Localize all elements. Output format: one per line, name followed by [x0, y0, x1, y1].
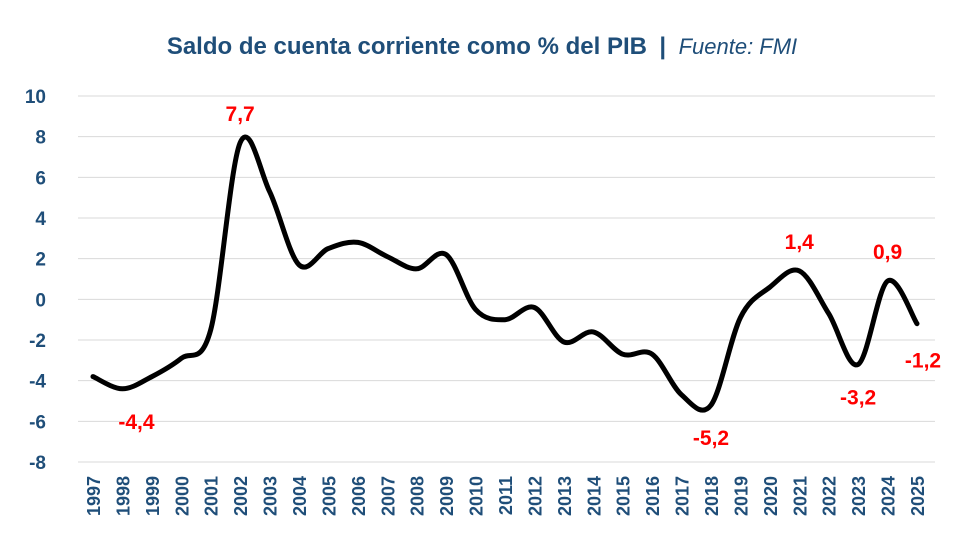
data-label: 7,7 — [226, 103, 255, 126]
x-tick-label: 2010 — [467, 476, 487, 516]
x-tick-label: 2024 — [879, 476, 899, 516]
chart-title-separator: | — [659, 33, 666, 60]
y-axis-ticks: 10 8 6 4 2 0 -2 -4 -6 -8 — [25, 87, 47, 474]
x-tick-label: 2014 — [584, 476, 604, 516]
y-tick-label: 10 — [25, 87, 46, 108]
x-tick-label: 2012 — [525, 476, 545, 516]
y-tick-label: 0 — [35, 290, 46, 311]
x-tick-label: 2017 — [673, 476, 693, 516]
x-tick-label: 2005 — [319, 476, 339, 516]
x-tick-label: 2023 — [849, 476, 869, 516]
x-tick-label: 2025 — [908, 476, 928, 516]
x-tick-label: 2019 — [731, 476, 751, 516]
data-label: 0,9 — [873, 241, 902, 264]
x-tick-label: 2011 — [496, 476, 516, 515]
x-tick-label: 2002 — [231, 476, 251, 516]
x-tick-label: 2013 — [555, 476, 575, 516]
x-tick-label: 2021 — [790, 476, 810, 516]
y-tick-label: 2 — [35, 250, 46, 271]
y-tick-label: 6 — [35, 168, 46, 189]
x-tick-label: 1998 — [113, 476, 133, 516]
y-tick-label: -8 — [29, 453, 46, 474]
chart-title: Saldo de cuenta corriente como % del PIB… — [167, 33, 797, 60]
x-tick-label: 2000 — [172, 476, 192, 516]
data-labels: -4,4 7,7 -5,2 1,4 -3,2 0,9 -1,2 — [118, 103, 941, 450]
x-tick-label: 2020 — [761, 476, 781, 516]
x-tick-label: 2004 — [290, 476, 310, 516]
data-label: -4,4 — [118, 411, 155, 434]
x-tick-label: 2008 — [408, 476, 428, 516]
chart-subtitle: Fuente: FMI — [679, 34, 798, 59]
data-label: -3,2 — [840, 386, 876, 409]
y-tick-label: 8 — [35, 128, 46, 149]
x-tick-label: 2016 — [643, 476, 663, 516]
x-tick-label: 1997 — [84, 476, 104, 516]
data-label: -1,2 — [905, 350, 941, 373]
x-tick-label: 1999 — [143, 476, 163, 516]
y-tick-label: -2 — [29, 331, 46, 352]
x-tick-label: 2001 — [202, 476, 222, 516]
y-tick-label: -4 — [29, 372, 46, 393]
y-tick-label: -6 — [29, 412, 46, 433]
y-tick-label: 4 — [35, 209, 46, 230]
grid-lines — [78, 95, 935, 463]
x-tick-label: 2018 — [702, 476, 722, 516]
data-label: -5,2 — [693, 427, 729, 450]
x-tick-label: 2006 — [349, 476, 369, 516]
x-tick-label: 2007 — [378, 476, 398, 516]
x-tick-label: 2015 — [614, 476, 634, 516]
x-axis-ticks: 1997 1998 1999 2000 2001 2002 2003 2004 2005 2006… — [84, 476, 928, 516]
x-tick-label: 2009 — [437, 476, 457, 516]
x-tick-label: 2022 — [820, 476, 840, 516]
x-tick-label: 2003 — [261, 476, 281, 516]
series-line — [90, 134, 920, 413]
chart-title-main: Saldo de cuenta corriente como % del PIB — [167, 33, 647, 60]
data-label: 1,4 — [785, 231, 815, 254]
